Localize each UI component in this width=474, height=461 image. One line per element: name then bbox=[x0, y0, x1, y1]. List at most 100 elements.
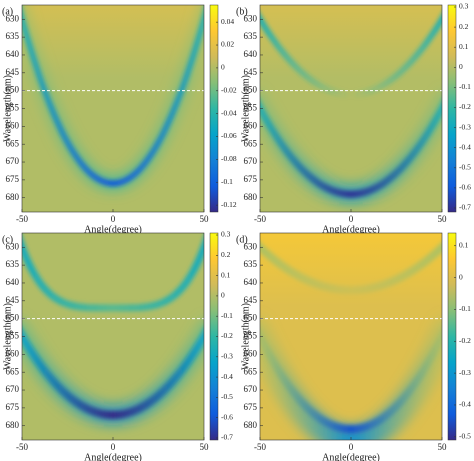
heatmap-band bbox=[260, 327, 442, 434]
colorbar-tick-label: 0.2 bbox=[221, 250, 231, 259]
x-tick-label: -50 bbox=[254, 214, 266, 224]
y-tick-label: 670 bbox=[6, 156, 20, 166]
colorbar-tick-label: -0.6 bbox=[221, 412, 233, 421]
heatmap-band bbox=[260, 100, 442, 198]
heatmap bbox=[22, 233, 204, 440]
colorbar-tick-label: 0 bbox=[221, 291, 225, 300]
x-axis-label: Angle(degree) bbox=[84, 452, 142, 461]
colorbar-tick-label: 0.3 bbox=[459, 2, 469, 11]
heatmap bbox=[22, 5, 204, 212]
colorbar-tick-label: 0.3 bbox=[221, 230, 231, 239]
colorbar-tick-label: -0.2 bbox=[459, 102, 471, 111]
y-axis-label: Wavelength(nm) bbox=[240, 75, 251, 142]
y-tick-label: 675 bbox=[244, 174, 258, 184]
y-tick-label: 645 bbox=[6, 67, 20, 77]
colorbar-tick-label: -0.06 bbox=[221, 131, 237, 140]
x-tick-label: 0 bbox=[111, 214, 116, 224]
colorbar-tick-label: -0.1 bbox=[221, 177, 233, 186]
heatmap-band bbox=[260, 241, 442, 295]
y-tick-label: 645 bbox=[244, 67, 258, 77]
y-tick-label: 635 bbox=[6, 31, 20, 41]
colorbar-tick-label: -0.08 bbox=[221, 154, 237, 163]
x-tick-label: 50 bbox=[438, 442, 448, 452]
y-tick-label: 660 bbox=[244, 120, 258, 130]
panel-label: (c) bbox=[2, 234, 13, 245]
x-tick-label: 50 bbox=[438, 214, 448, 224]
y-tick-label: 635 bbox=[244, 31, 258, 41]
y-tick-label: 650 bbox=[6, 85, 20, 95]
y-tick-label: 665 bbox=[6, 138, 20, 148]
y-tick-label: 645 bbox=[6, 295, 20, 305]
colorbar-tick-label: 0.04 bbox=[221, 17, 234, 26]
heatmap bbox=[260, 233, 442, 440]
x-tick-label: -50 bbox=[254, 442, 266, 452]
colorbar-tick-label: -0.7 bbox=[459, 203, 471, 212]
y-tick-label: 640 bbox=[244, 277, 258, 287]
colorbar-tick-label: -0.12 bbox=[221, 200, 237, 209]
y-tick-label: 650 bbox=[6, 313, 20, 323]
y-tick-label: 650 bbox=[244, 85, 258, 95]
y-tick-label: 670 bbox=[6, 384, 20, 394]
colorbar-tick-label: -0.5 bbox=[459, 432, 471, 441]
colorbar-tick-label: -0.7 bbox=[221, 433, 233, 442]
colorbar bbox=[447, 232, 457, 441]
colorbar-tick-label: -0.3 bbox=[221, 352, 233, 361]
x-tick-label: 50 bbox=[200, 442, 210, 452]
y-tick-label: 640 bbox=[244, 49, 258, 59]
x-axis-label: Angle(degree) bbox=[322, 224, 380, 235]
colorbar-tick-label: 0 bbox=[221, 63, 225, 72]
colorbar-tick-label: 0.1 bbox=[459, 42, 469, 51]
colorbar-tick-label: -0.02 bbox=[221, 85, 237, 94]
colorbar-tick-label: 0 bbox=[459, 272, 463, 281]
y-tick-label: 660 bbox=[244, 348, 258, 358]
y-tick-label: 665 bbox=[6, 366, 20, 376]
colorbar-tick-label: -0.04 bbox=[221, 108, 237, 117]
colorbar-tick-label: -0.6 bbox=[459, 183, 471, 192]
y-tick-label: 630 bbox=[6, 13, 20, 23]
y-tick-label: 680 bbox=[6, 420, 20, 430]
colorbar-tick-label: -0.2 bbox=[221, 331, 233, 340]
y-tick-label: 675 bbox=[244, 402, 258, 412]
x-tick-label: 0 bbox=[349, 214, 354, 224]
heatmap bbox=[260, 5, 442, 212]
colorbar bbox=[447, 4, 457, 213]
x-tick-label: 50 bbox=[200, 214, 210, 224]
heatmap-glow bbox=[260, 5, 442, 78]
colorbar-tick-label: -0.5 bbox=[221, 392, 233, 401]
y-tick-label: 675 bbox=[6, 174, 20, 184]
y-tick-label: 645 bbox=[244, 295, 258, 305]
heatmap-glow bbox=[22, 5, 204, 78]
panel-label: (a) bbox=[2, 6, 13, 17]
y-tick-label: 655 bbox=[6, 103, 20, 113]
y-tick-label: 635 bbox=[6, 259, 20, 269]
y-tick-label: 655 bbox=[6, 331, 20, 341]
x-axis-label: Angle(degree) bbox=[84, 224, 142, 235]
y-axis-label: Wavelength(nm) bbox=[240, 303, 251, 370]
y-tick-label: 630 bbox=[244, 241, 258, 251]
y-tick-label: 630 bbox=[6, 241, 20, 251]
y-tick-label: 675 bbox=[6, 402, 20, 412]
colorbar-tick-label: 0.1 bbox=[221, 270, 231, 279]
y-tick-label: 630 bbox=[244, 13, 258, 23]
colorbar-tick-label: -0.3 bbox=[459, 122, 471, 131]
colorbar bbox=[209, 4, 219, 213]
y-tick-label: 670 bbox=[244, 384, 258, 394]
heatmap-band bbox=[260, 13, 442, 98]
colorbar-tick-label: -0.4 bbox=[221, 372, 233, 381]
y-tick-label: 655 bbox=[244, 103, 258, 113]
colorbar-tick-label: -0.1 bbox=[459, 304, 471, 313]
y-tick-label: 670 bbox=[244, 156, 258, 166]
colorbar-tick-label: -0.4 bbox=[459, 400, 471, 409]
colorbar-tick-label: -0.1 bbox=[221, 311, 233, 320]
x-tick-label: 0 bbox=[111, 442, 116, 452]
y-tick-label: 680 bbox=[244, 420, 258, 430]
y-tick-label: 660 bbox=[6, 348, 20, 358]
y-tick-label: 680 bbox=[6, 192, 20, 202]
y-tick-label: 665 bbox=[244, 138, 258, 148]
panel-label: (b) bbox=[236, 6, 248, 17]
colorbar-tick-label: 0.2 bbox=[459, 22, 469, 31]
x-tick-label: -50 bbox=[16, 214, 28, 224]
x-tick-label: -50 bbox=[16, 442, 28, 452]
panel-label: (d) bbox=[236, 234, 248, 245]
